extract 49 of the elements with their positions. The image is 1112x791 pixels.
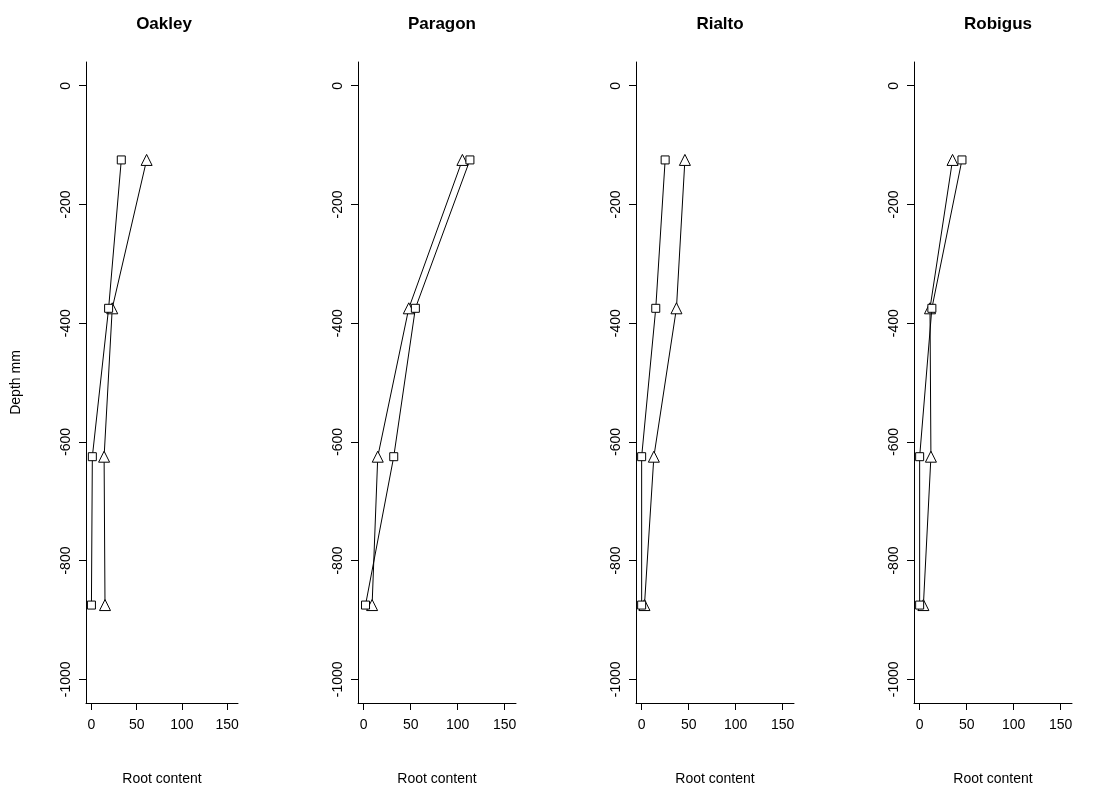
- chart-title: Robigus: [964, 14, 1032, 33]
- y-tick-label: -200: [885, 190, 901, 219]
- y-tick-label: -200: [607, 190, 623, 219]
- x-tick-label: 100: [446, 716, 470, 732]
- y-tick-label: -800: [57, 546, 73, 575]
- x-tick-label: 50: [402, 716, 419, 732]
- y-tick-label: -1000: [607, 661, 623, 698]
- x-tick-label: 150: [493, 716, 517, 732]
- y-tick-label: 0: [329, 81, 345, 90]
- x-axis-title: Root content: [953, 770, 1033, 786]
- x-axis-title: Root content: [122, 770, 202, 786]
- chart-title: Paragon: [407, 14, 477, 33]
- x-tick-label: 50: [128, 716, 145, 732]
- x-tick-label: 150: [215, 716, 240, 732]
- x-tick-label: 150: [771, 716, 795, 732]
- x-tick-label: 100: [170, 716, 194, 732]
- y-tick-label: -400: [607, 308, 623, 338]
- y-tick-label: -800: [329, 546, 345, 575]
- x-tick-label: 0: [915, 716, 924, 732]
- y-tick-label: -1000: [885, 661, 901, 698]
- x-axis-title: Root content: [675, 770, 755, 786]
- x-tick-label: 0: [359, 716, 368, 732]
- y-tick-label: -400: [57, 308, 73, 338]
- y-tick-label: 0: [57, 81, 73, 90]
- y-tick-label: -600: [329, 427, 345, 456]
- y-tick-label: 0: [607, 81, 623, 90]
- x-tick-label: 100: [1002, 716, 1026, 732]
- y-tick-label: -1000: [57, 661, 73, 698]
- x-tick-label: 0: [637, 716, 646, 732]
- y-tick-label: -800: [607, 546, 623, 575]
- x-tick-label: 50: [958, 716, 975, 732]
- chart-title: Oakley: [136, 14, 193, 33]
- y-tick-label: -600: [57, 427, 73, 456]
- x-axis-title: Root content: [397, 770, 477, 786]
- y-tick-label: -200: [329, 190, 345, 219]
- y-tick-label: -1000: [329, 661, 345, 698]
- chart-title: Rialto: [696, 14, 744, 33]
- y-tick-label: 0: [885, 81, 901, 90]
- y-axis-title: Depth mm: [7, 350, 23, 415]
- y-tick-label: -200: [57, 190, 73, 219]
- x-tick-label: 0: [87, 716, 96, 732]
- y-tick-label: -600: [607, 427, 623, 456]
- y-tick-label: -600: [885, 427, 901, 456]
- y-tick-label: -400: [885, 308, 901, 338]
- y-tick-label: -400: [329, 308, 345, 338]
- y-tick-label: -800: [885, 546, 901, 575]
- x-tick-label: 50: [680, 716, 697, 732]
- x-tick-label: 150: [1049, 716, 1073, 732]
- x-tick-label: 100: [724, 716, 748, 732]
